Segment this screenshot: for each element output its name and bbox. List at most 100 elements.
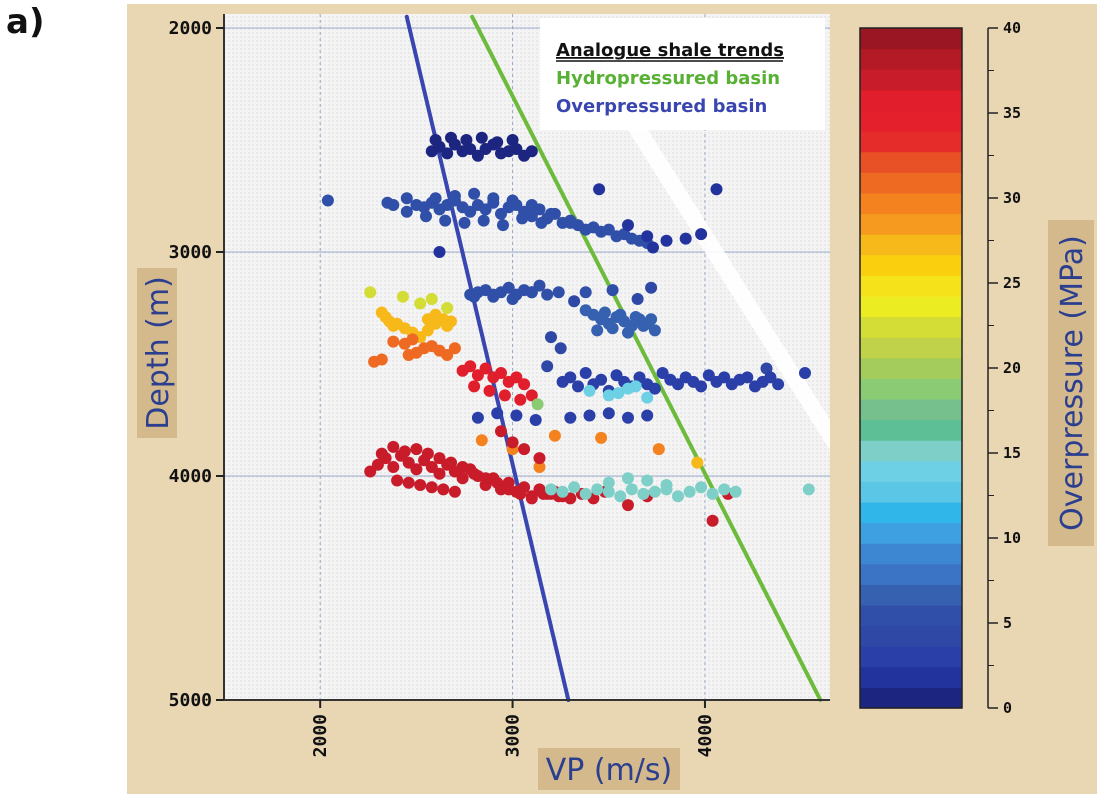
colorbar-band-31 — [860, 48, 962, 70]
data-point-s3-11 — [468, 290, 481, 303]
colorbar-band-5 — [860, 584, 962, 606]
data-point-s3-10 — [541, 288, 554, 301]
data-point-s15-12 — [683, 485, 696, 498]
colorbar-tick-label-1: 5 — [1003, 614, 1012, 632]
data-point-s10-3 — [579, 367, 592, 379]
data-point-s10-5 — [595, 373, 608, 386]
data-point-s14-27 — [387, 440, 400, 453]
data-point-s1-37 — [468, 187, 481, 200]
data-point-s4-12 — [648, 324, 661, 337]
data-point-s15-11 — [672, 490, 684, 503]
data-point-s15-5 — [602, 485, 615, 498]
colorbar-title-bg — [1048, 220, 1094, 546]
data-point-s14-36 — [491, 476, 504, 489]
colorbar-band-16 — [860, 357, 962, 379]
x-tick-label-2: 4000 — [695, 714, 716, 757]
colorbar-band-27 — [860, 131, 962, 153]
data-point-s14-39 — [525, 492, 538, 505]
data-point-s10-32 — [602, 407, 615, 420]
data-point-s2-7 — [433, 246, 446, 258]
legend-entry-overpressured: Overpressured basin — [556, 96, 767, 117]
colorbar-band-9 — [860, 501, 962, 524]
data-point-s14-29 — [410, 443, 423, 456]
data-point-s3-14 — [525, 286, 538, 299]
colorbar-band-25 — [860, 172, 962, 194]
legend-title: Analogue shale trends — [556, 40, 784, 61]
data-point-s15-19 — [622, 472, 634, 485]
data-point-s14-28 — [398, 445, 411, 458]
y-axis-title: Depth (m) — [141, 276, 176, 430]
data-point-s1-19 — [525, 210, 538, 223]
data-point-s14-42 — [402, 476, 415, 489]
legend-entry-hydropressured: Hydropressured basin — [556, 68, 780, 89]
data-point-s10-30 — [564, 411, 577, 424]
data-point-s15-9 — [648, 485, 661, 498]
data-point-s10-36 — [491, 407, 504, 420]
data-point-s14-33 — [456, 461, 469, 473]
data-point-s9-10 — [483, 384, 496, 397]
colorbar-band-19 — [860, 295, 962, 318]
data-point-s4-16 — [629, 311, 642, 323]
data-points — [321, 131, 815, 527]
data-point-s1-39 — [506, 194, 519, 207]
data-point-s1-46 — [458, 216, 471, 229]
data-point-s1-47 — [477, 214, 490, 227]
data-point-s4-13 — [579, 304, 592, 317]
data-point-s15-4 — [591, 483, 604, 496]
data-point-s1-48 — [497, 219, 509, 232]
data-point-s14-43 — [414, 479, 427, 491]
data-point-s8-8 — [448, 342, 461, 355]
data-point-s7-14 — [421, 313, 434, 326]
colorbar-tick-label-6: 30 — [1003, 189, 1021, 207]
data-point-s3-16 — [579, 286, 592, 299]
data-point-s14-35 — [479, 472, 492, 485]
data-point-s11-4 — [612, 387, 625, 400]
data-point-s10-31 — [583, 409, 596, 422]
colorbar-band-8 — [860, 522, 962, 544]
axis-ticks: 2000 3000 4000 5000 2000 3000 4000 — [169, 18, 716, 757]
data-point-s15-14 — [706, 487, 719, 500]
data-point-s15-6 — [614, 490, 627, 503]
colorbar-band-15 — [860, 378, 962, 400]
data-point-s3-5 — [502, 281, 515, 294]
colorbar-band-11 — [860, 460, 962, 482]
data-point-s5-1 — [568, 295, 581, 308]
data-point-s12-0 — [475, 434, 488, 447]
data-point-s15-1 — [556, 485, 569, 498]
data-point-s15-18 — [602, 476, 615, 489]
legend-box — [540, 18, 825, 130]
data-point-s1-0 — [321, 194, 334, 207]
colorbar-band-24 — [860, 192, 962, 215]
trend-line-0 — [470, 14, 823, 702]
data-point-s2-3 — [695, 228, 708, 241]
data-point-s5-5 — [541, 360, 554, 373]
data-point-s16-0 — [691, 456, 704, 469]
data-point-s1-41 — [545, 207, 557, 220]
data-point-s1-43 — [400, 205, 413, 218]
data-point-s15-17 — [802, 483, 815, 496]
data-point-s14-50 — [533, 452, 546, 465]
y-tick-label-3: 5000 — [169, 690, 212, 711]
colorbar-band-1 — [860, 666, 962, 688]
colorbar-bands — [860, 28, 962, 709]
data-point-s2-1 — [660, 234, 673, 247]
colorbar-band-13 — [860, 419, 962, 441]
data-point-s15-21 — [660, 479, 673, 491]
data-point-s1-44 — [420, 210, 432, 223]
data-point-s10-18 — [695, 380, 708, 393]
data-point-s0-19 — [506, 134, 519, 146]
data-point-s14-12 — [456, 472, 469, 485]
data-point-s14-6 — [410, 463, 423, 476]
data-point-s9-13 — [525, 389, 538, 402]
data-point-s9-7 — [510, 371, 523, 384]
data-point-s11-5 — [629, 380, 642, 393]
data-point-s0-13 — [525, 145, 538, 158]
colorbar-band-28 — [860, 110, 962, 132]
data-point-s1-2 — [387, 199, 400, 211]
data-point-s2-6 — [641, 230, 654, 243]
data-point-s4-8 — [591, 324, 604, 337]
data-point-s5-4 — [631, 293, 644, 305]
data-point-s9-11 — [498, 389, 511, 402]
data-point-s14-44 — [425, 481, 438, 494]
